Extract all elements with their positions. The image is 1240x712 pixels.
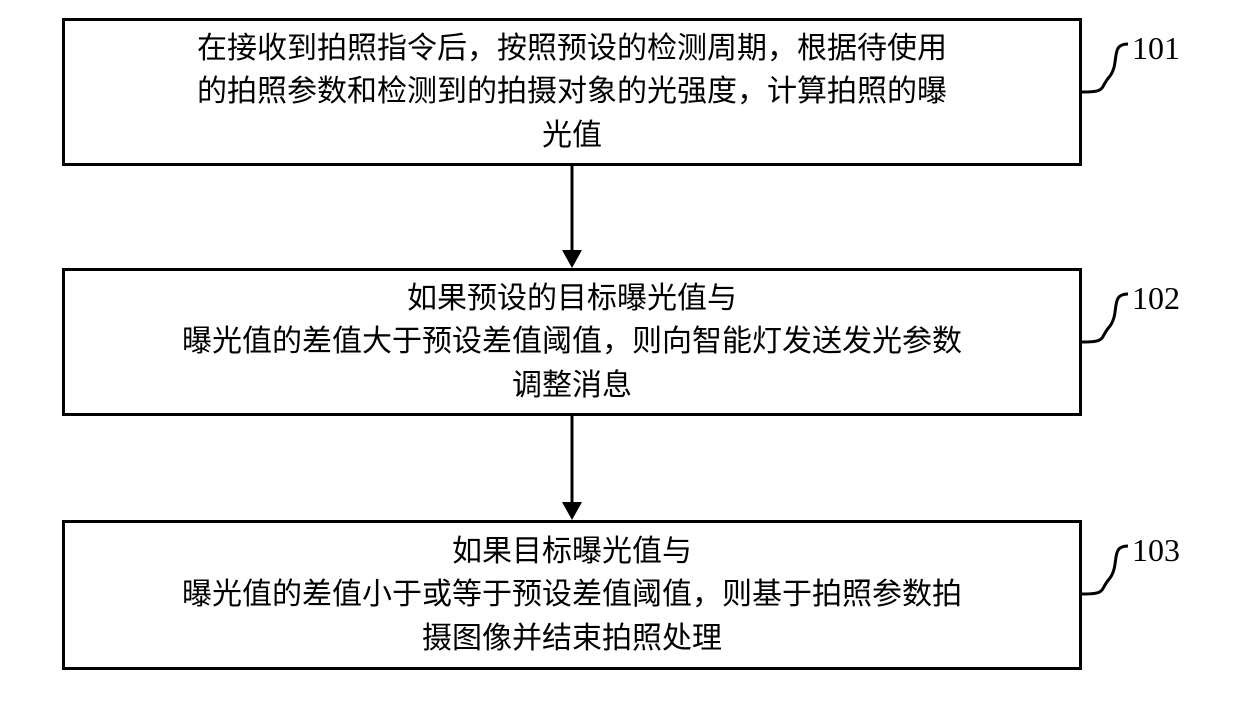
label-103: 103 [1132,532,1180,569]
label-101: 101 [1132,30,1180,67]
connector-101-path [1082,44,1128,92]
connector-svg [0,0,1240,712]
connector-103-path [1082,546,1128,594]
connector-102-path [1082,294,1128,342]
label-102: 102 [1132,280,1180,317]
flowchart-canvas: 在接收到拍照指令后，按照预设的检测周期，根据待使用 的拍照参数和检测到的拍摄对象… [0,0,1240,712]
